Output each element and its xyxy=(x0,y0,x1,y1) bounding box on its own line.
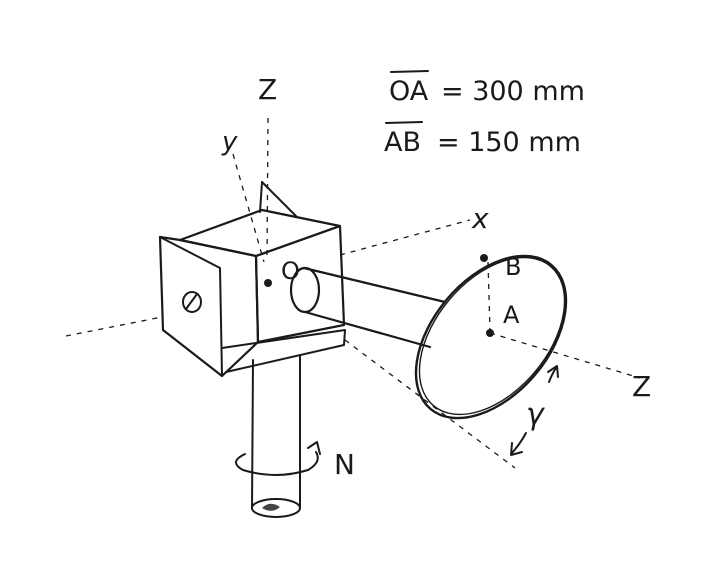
radius-ab-line xyxy=(487,261,491,331)
axes xyxy=(65,117,641,469)
label-o: O xyxy=(281,257,300,285)
given-dimensions: OA = 300 mm AB = 150 mm xyxy=(384,70,585,158)
label-z-vertical: Z xyxy=(258,73,277,106)
shaft-end-shading xyxy=(262,503,280,511)
tilt-reference-line xyxy=(344,339,516,469)
tilt-arrowhead-top xyxy=(547,365,559,378)
given-ab-value: = 150 mm xyxy=(437,127,581,158)
given-oa-segment: OA xyxy=(389,76,429,107)
tilt-arc-top xyxy=(548,367,557,383)
point-b xyxy=(480,254,488,262)
housing-block xyxy=(158,181,346,378)
tilt-arrowhead-bottom xyxy=(510,442,523,456)
label-gamma: γ xyxy=(526,397,546,432)
spin-arrow xyxy=(235,441,321,476)
y-axis-back xyxy=(65,316,163,337)
shaft-left-edge xyxy=(251,359,254,509)
spin-arc xyxy=(235,451,319,476)
disk-rim-inner xyxy=(418,256,566,416)
arm-top-edge xyxy=(302,266,447,304)
housing-bottom-lip xyxy=(221,329,346,373)
horizontal-arm xyxy=(289,266,447,349)
overbar-ab xyxy=(385,121,423,124)
housing-fin-back xyxy=(259,181,263,213)
overbar-oa xyxy=(390,70,429,73)
housing-fin xyxy=(261,181,297,217)
given-ab-segment: AB xyxy=(384,127,421,158)
disk-rim xyxy=(414,254,568,420)
given-oa-value: = 300 mm xyxy=(441,76,585,107)
bolt-head xyxy=(182,291,202,313)
x-axis xyxy=(339,219,471,256)
label-z-disk: Z xyxy=(632,370,651,403)
bolt xyxy=(182,291,202,313)
spin-arrowhead xyxy=(307,441,321,455)
point-a xyxy=(486,329,494,337)
tilt-arc-bottom xyxy=(511,432,527,454)
arm-end-cap xyxy=(289,266,321,314)
housing-left-face xyxy=(158,235,260,378)
arm-bottom-edge xyxy=(303,310,432,349)
label-x: x xyxy=(471,202,489,235)
y-axis xyxy=(232,153,265,263)
housing-front-face xyxy=(254,224,346,344)
origin-point xyxy=(264,279,272,287)
label-b: B xyxy=(505,253,521,281)
tilt-arrows xyxy=(510,365,559,456)
shaft-end xyxy=(251,498,301,518)
housing-side-panel xyxy=(159,236,223,377)
housing-top-face xyxy=(178,208,342,258)
z-axis-disk xyxy=(489,332,641,379)
disk xyxy=(414,254,568,420)
label-a: A xyxy=(503,301,520,329)
bolt-slot xyxy=(185,293,198,310)
label-y: y xyxy=(221,127,238,157)
vertical-shaft xyxy=(251,354,301,518)
label-n: N xyxy=(334,448,355,481)
